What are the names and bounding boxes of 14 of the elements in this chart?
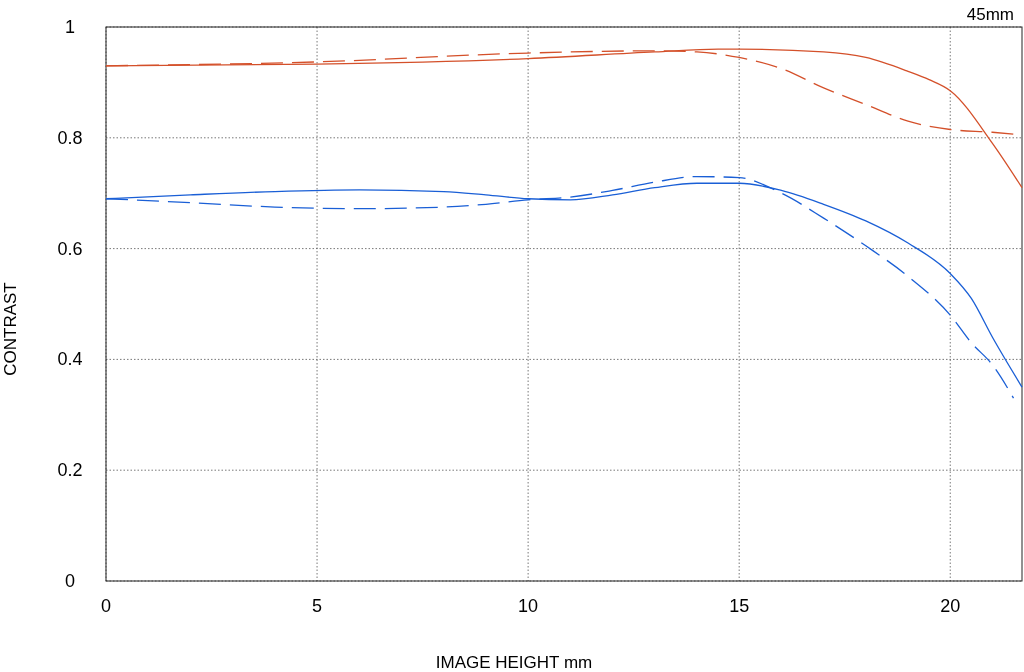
x-tick-label: 0 [100,596,112,616]
y-tick-label: 0.6 [57,238,83,259]
x-tick-label: 15 [729,596,750,616]
y-tick-label: 0 [64,571,76,591]
x-tick-label: 20 [940,596,961,616]
y-tick-label: 0.4 [57,349,83,370]
y-tick-label: 0.8 [57,127,83,148]
y-axis-title: CONTRAST [1,282,20,376]
x-tick-label: 10 [518,596,539,616]
x-tick-label: 5 [312,596,323,616]
x-axis-title: IMAGE HEIGHT mm [435,653,593,672]
y-tick-label: 0.2 [57,460,83,481]
chart-title: 45mm [966,5,1014,24]
y-tick-label: 1 [64,17,76,37]
